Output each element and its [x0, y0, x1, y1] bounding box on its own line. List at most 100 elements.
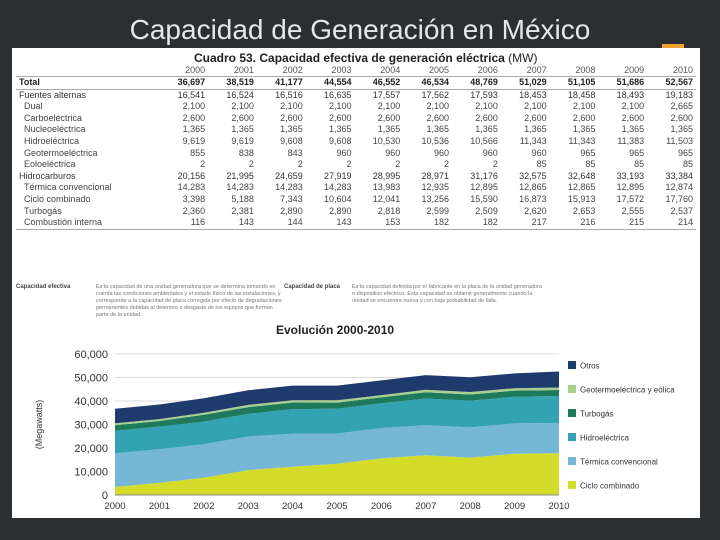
- table-cell: 960: [482, 147, 498, 158]
- table-row: Geotermoeléctrica 855 838 843 960 960 960 960 96…: [16, 148, 696, 160]
- table-cell: 1,365: [426, 124, 450, 135]
- table-cell: 2,100: [572, 101, 596, 112]
- area-chart: 0 10,000 20,000 30,000 40,000 50,000 60,000 200…: [34, 349, 675, 512]
- table-cell: 182: [403, 217, 453, 230]
- table-cell: 18,493: [616, 89, 645, 100]
- table-cell: 2,600: [182, 112, 206, 123]
- table-cell: 2,890: [328, 205, 352, 216]
- table-cell: 2,100: [377, 101, 401, 112]
- x-tick-label: 2007: [415, 501, 436, 512]
- table-header-year: 2000: [159, 64, 209, 77]
- table-cell: 960: [385, 147, 401, 158]
- table-cell: 2,600: [524, 112, 547, 123]
- x-tick-label: 2010: [548, 501, 569, 512]
- table-cell: 12,895: [470, 182, 498, 193]
- table-cell: 2,600: [621, 112, 645, 123]
- table-cell: 32,575: [519, 170, 547, 181]
- table-cell: 2,890: [280, 205, 303, 216]
- table-cell: 16,635: [323, 89, 352, 100]
- table-header-year: 2001: [208, 64, 257, 77]
- row-label: Geotermoeléctrica: [24, 147, 98, 158]
- table-header-year: 2010: [647, 64, 696, 77]
- area-series-ciclo-combinado: [115, 453, 559, 495]
- table-cell: 182: [452, 217, 501, 230]
- table-unit: (MW): [508, 51, 538, 65]
- legend-label: Otros: [580, 362, 600, 371]
- table-cell: 1,365: [670, 124, 693, 135]
- table-cell: 2,100: [280, 101, 303, 112]
- table-cell: 32,648: [567, 170, 596, 181]
- table-cell: 14,283: [275, 182, 303, 193]
- table-cell: 52,567: [647, 76, 696, 90]
- table-cell: 2,100: [426, 101, 450, 112]
- table-cell: 85: [536, 159, 547, 170]
- table-cell: 9,619: [182, 135, 206, 146]
- table-cell: 2,665: [670, 101, 693, 112]
- note-right-heading: Capacidad de placa: [284, 284, 341, 290]
- table-body: Total 36,697 38,519 41,177 44,554 46,552 46,53…: [16, 76, 696, 230]
- table-cell: 10,536: [421, 135, 450, 146]
- legend-swatch: [568, 481, 576, 489]
- table-header-year: 2005: [403, 64, 453, 77]
- table-cell: 21,995: [226, 170, 254, 181]
- table-cell: 16,873: [519, 193, 547, 204]
- table-cell: 3,398: [182, 193, 206, 204]
- table-cell: 24,659: [275, 170, 303, 181]
- table-cell: 16,524: [226, 89, 254, 100]
- table-title: Cuadro 53. Capacidad efectiva de generac…: [194, 51, 537, 65]
- table-cell: 11,343: [568, 135, 596, 146]
- table-cell: 144: [256, 217, 306, 230]
- table-row: Térmica convencional 14,283 14,283 14,283 14…: [16, 182, 696, 194]
- table-cell: 1,365: [182, 124, 206, 135]
- table-cell: 17,593: [470, 89, 498, 100]
- table-cell: 2,620: [524, 205, 547, 216]
- chart-title: Evolución 2000-2010: [274, 323, 397, 337]
- legend-label: Térmica convencional: [580, 458, 658, 467]
- table-row: Carboeléctrica 2,600 2,600 2,600 2,600 2,600 2…: [16, 113, 696, 125]
- table-cell: 5,188: [231, 193, 254, 204]
- table-cell: 2,100: [231, 101, 254, 112]
- legend-label: Ciclo combinado: [580, 482, 640, 491]
- table-cell: 9,608: [328, 135, 352, 146]
- table-row: Nucleoeléctrica 1,365 1,365 1,365 1,365 1,365…: [16, 124, 696, 136]
- table-cell: 2,100: [475, 101, 498, 112]
- table-cell: 216: [549, 217, 599, 230]
- table-header-year: 2006: [452, 64, 501, 77]
- table-cell: 1,365: [377, 124, 401, 135]
- table-cell: 41,177: [256, 76, 306, 90]
- y-axis-label: (Megawatts): [34, 400, 44, 450]
- table-cell: 2,537: [670, 205, 693, 216]
- table-cell: 965: [629, 147, 645, 158]
- x-tick-label: 2002: [193, 501, 214, 512]
- table-cell: 38,519: [208, 76, 257, 90]
- area-series-otros: [115, 371, 559, 424]
- table-header-blank: [16, 64, 160, 77]
- table-header-year: 2008: [549, 64, 599, 77]
- table-cell: 217: [500, 217, 550, 230]
- table-cell: 12,895: [616, 182, 645, 193]
- table-cell: 17,557: [372, 89, 401, 100]
- table-cell: 18,453: [519, 89, 547, 100]
- x-tick-label: 2008: [460, 501, 481, 512]
- table-cell: 215: [598, 217, 648, 230]
- x-tick-label: 2006: [371, 501, 392, 512]
- table-row: Combustión interna 116 143 144 143 153 182 182 2…: [16, 217, 696, 230]
- table-cell: 2,509: [475, 205, 498, 216]
- table-cell: 48,769: [452, 76, 501, 90]
- table-header-row: 2000 2001 2002 2003 2004 2005 2006 2007 2008 2009…: [16, 64, 696, 77]
- x-tick-label: 2003: [238, 501, 259, 512]
- legend-swatch: [568, 361, 576, 369]
- row-label: Nucleoeléctrica: [24, 124, 86, 135]
- x-tick-label: 2000: [104, 501, 125, 512]
- table-cell: 15,590: [470, 193, 498, 204]
- table-cell: 2,360: [182, 205, 206, 216]
- table-cell: 2: [297, 159, 303, 170]
- row-label: Eoloeléctrica: [24, 159, 76, 170]
- table-cell: 2,600: [231, 112, 254, 123]
- table-cell: 143: [208, 217, 257, 230]
- table-cell: 2,381: [231, 205, 254, 216]
- table-cell: 16,516: [275, 89, 303, 100]
- table-cell: 2: [444, 159, 450, 170]
- table-cell: 960: [336, 147, 352, 158]
- table-cell: 9,608: [280, 135, 303, 146]
